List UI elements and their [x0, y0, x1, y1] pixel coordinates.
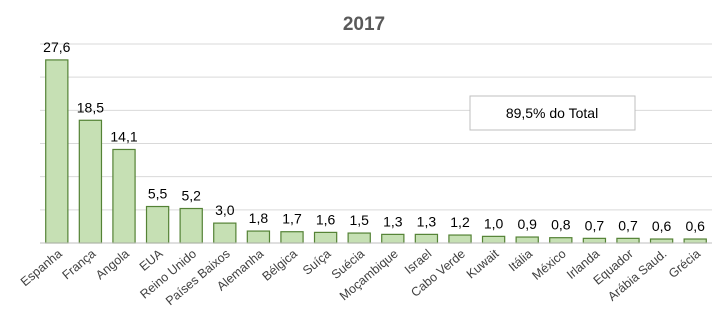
data-label: 1,0	[484, 215, 504, 231]
x-tick-label: Bélgica	[260, 247, 300, 284]
bar	[179, 207, 203, 244]
x-tick-label: Arábia Saud.	[605, 247, 669, 304]
bar	[280, 231, 304, 244]
data-label: 27,6	[43, 39, 70, 55]
bars	[45, 59, 707, 244]
bar	[246, 230, 271, 244]
bar	[683, 238, 707, 244]
data-label: 1,2	[450, 214, 470, 230]
data-label: 0,6	[685, 218, 705, 234]
data-label: 1,3	[417, 213, 437, 229]
chart-title: 2017	[343, 14, 385, 35]
x-tick-label: Grécia	[666, 247, 703, 281]
gridlines	[40, 43, 712, 211]
data-label: 0,7	[585, 217, 605, 233]
x-tick-label: Suíça	[300, 247, 334, 278]
data-label: 5,2	[181, 188, 201, 204]
data-label: 1,7	[282, 211, 302, 227]
bar	[78, 119, 103, 244]
data-label: 18,5	[77, 99, 104, 115]
bar	[112, 148, 136, 244]
bar	[448, 234, 472, 244]
bar	[213, 222, 237, 244]
data-label: 3,0	[215, 202, 235, 218]
data-label: 0,6	[652, 218, 672, 234]
data-label: 1,5	[349, 212, 369, 228]
data-label: 1,8	[249, 210, 269, 226]
bar	[347, 232, 371, 244]
bar	[582, 237, 607, 244]
bar	[649, 238, 674, 244]
x-tick-label: Moçambique	[337, 247, 401, 304]
bar	[381, 233, 405, 244]
x-tick-label: Kuwait	[464, 246, 502, 281]
bar	[481, 235, 506, 244]
data-label: 0,8	[551, 217, 571, 233]
data-label: 14,1	[110, 128, 137, 144]
bar	[616, 237, 640, 244]
bar	[515, 236, 539, 244]
bar	[145, 205, 170, 244]
x-tick-label: México	[529, 247, 568, 283]
data-labels: 27,6 18,5 14,1 5,5 5,2 3,0 1,8 1,7 1,6 1,5 1,3 1,3 1…	[43, 39, 705, 234]
data-label: 1,6	[316, 211, 336, 227]
total-annotation: 89,5% do Total	[469, 95, 636, 131]
data-label: 1,3	[383, 213, 403, 229]
data-label: 0,7	[618, 217, 638, 233]
annotation-box	[469, 95, 636, 131]
x-tick-label: Angola	[93, 247, 132, 283]
data-label: 5,5	[148, 186, 168, 202]
annotation-text: 89,5% do Total	[506, 105, 598, 121]
bar	[45, 59, 69, 244]
x-tick-label: França	[60, 247, 99, 283]
data-label: 0,9	[517, 216, 537, 232]
bar	[549, 237, 573, 244]
x-tick-label: Espanha	[18, 247, 65, 289]
bar	[414, 233, 439, 244]
bar	[313, 231, 338, 244]
